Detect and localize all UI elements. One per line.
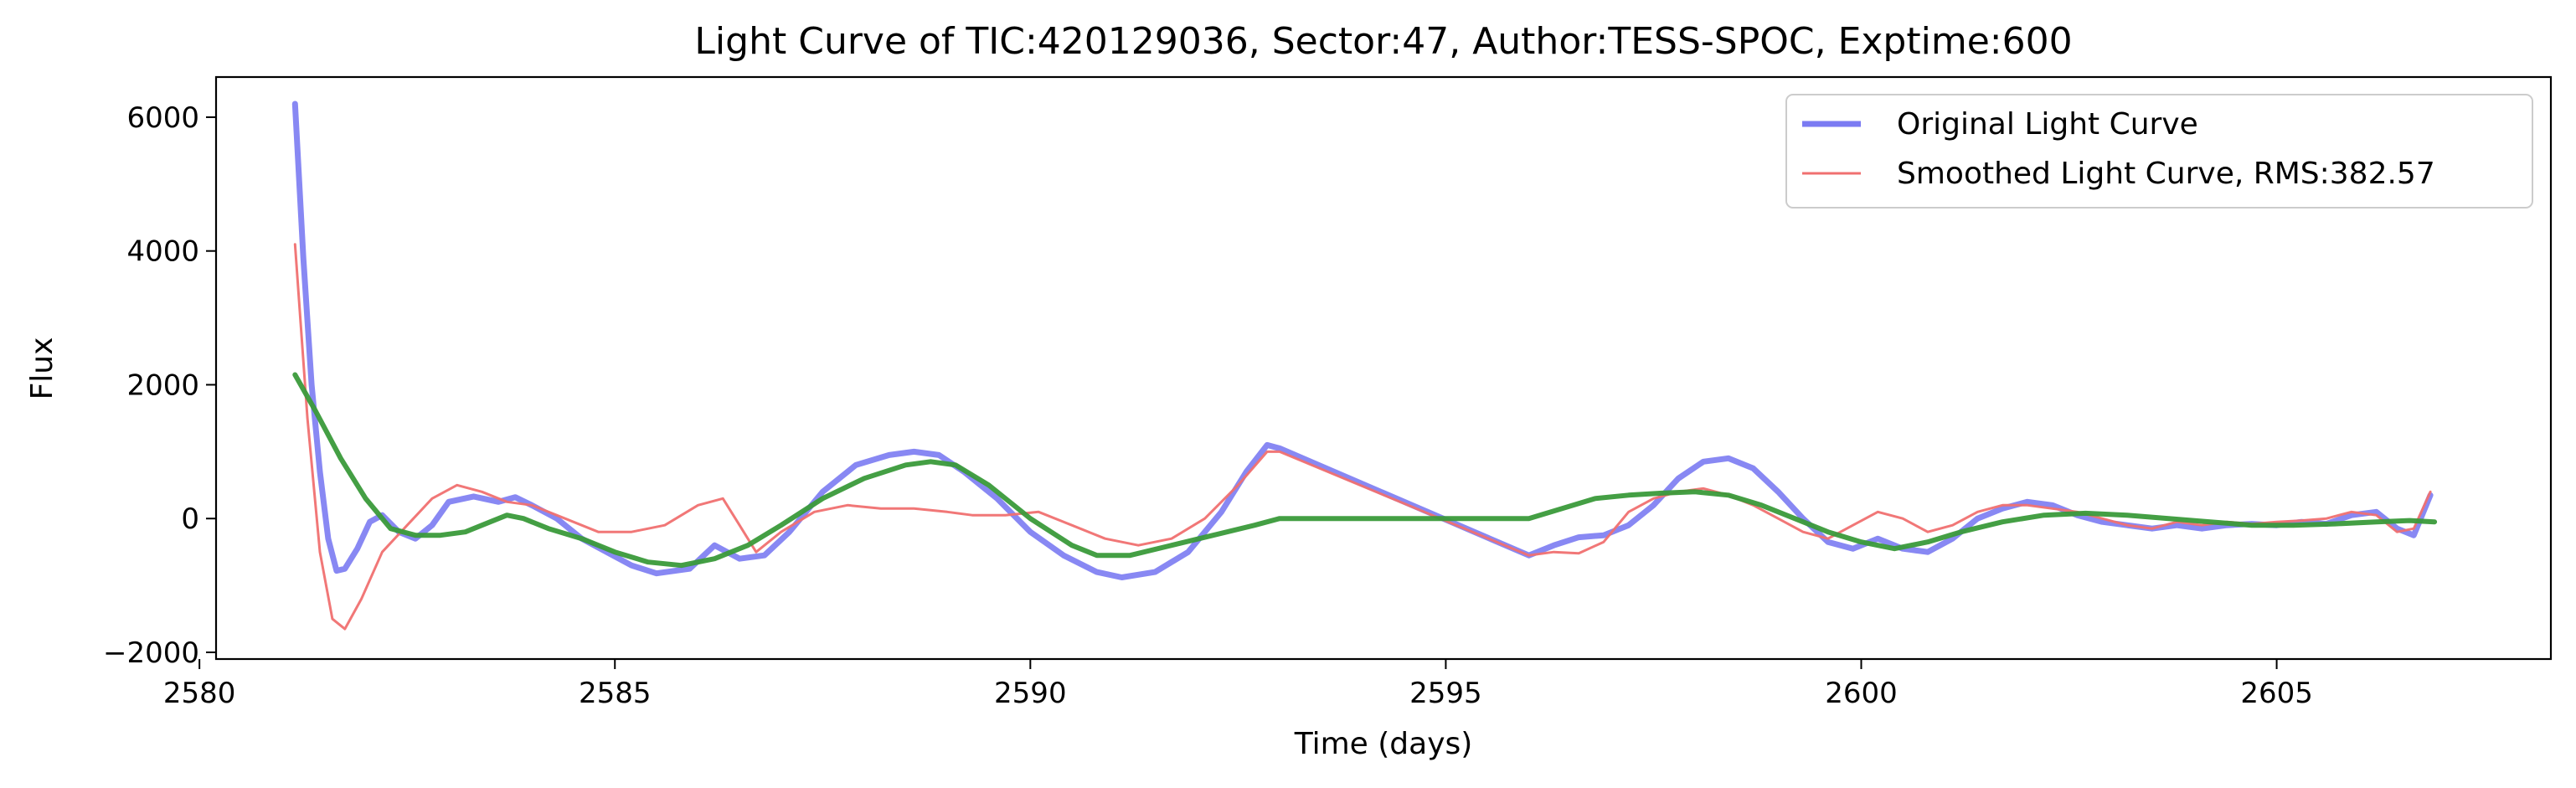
x-axis-ticks: 2580 2585 2590 2595 2600 2605 bbox=[163, 659, 2313, 710]
x-tick-label: 2590 bbox=[994, 677, 1067, 710]
y-tick-label: 0 bbox=[181, 502, 199, 536]
legend-label-original: Original Light Curve bbox=[1897, 107, 2198, 142]
y-tick-label: 4000 bbox=[126, 235, 199, 269]
series-line-fit bbox=[292, 372, 2438, 569]
y-tick-label: −2000 bbox=[103, 636, 199, 670]
x-axis-label: Time (days) bbox=[1294, 727, 1473, 761]
series-line-original bbox=[291, 100, 2434, 580]
legend: Original Light Curve Smoothed Light Curv… bbox=[1785, 94, 2533, 209]
y-axis-label: Flux bbox=[25, 337, 59, 400]
axes-frame bbox=[214, 75, 2553, 661]
plot-area bbox=[214, 75, 2553, 661]
series-layer bbox=[291, 100, 2438, 631]
x-tick-label: 2600 bbox=[1825, 677, 1898, 710]
series-line-smoothed bbox=[293, 243, 2432, 631]
chart-title: Light Curve of TIC:420129036, Sector:47,… bbox=[694, 20, 2072, 63]
legend-box bbox=[1785, 94, 2533, 209]
x-tick-label: 2580 bbox=[163, 677, 236, 710]
x-tick-label: 2585 bbox=[579, 677, 652, 710]
x-tick-label: 2595 bbox=[1409, 677, 1482, 710]
y-tick-label: 2000 bbox=[126, 368, 199, 402]
y-axis-ticks: −2000 0 2000 4000 6000 bbox=[103, 101, 216, 670]
x-tick-label: 2605 bbox=[2240, 677, 2313, 710]
legend-label-smoothed: Smoothed Light Curve, RMS:382.57 bbox=[1897, 157, 2435, 191]
y-tick-label: 6000 bbox=[126, 101, 199, 135]
